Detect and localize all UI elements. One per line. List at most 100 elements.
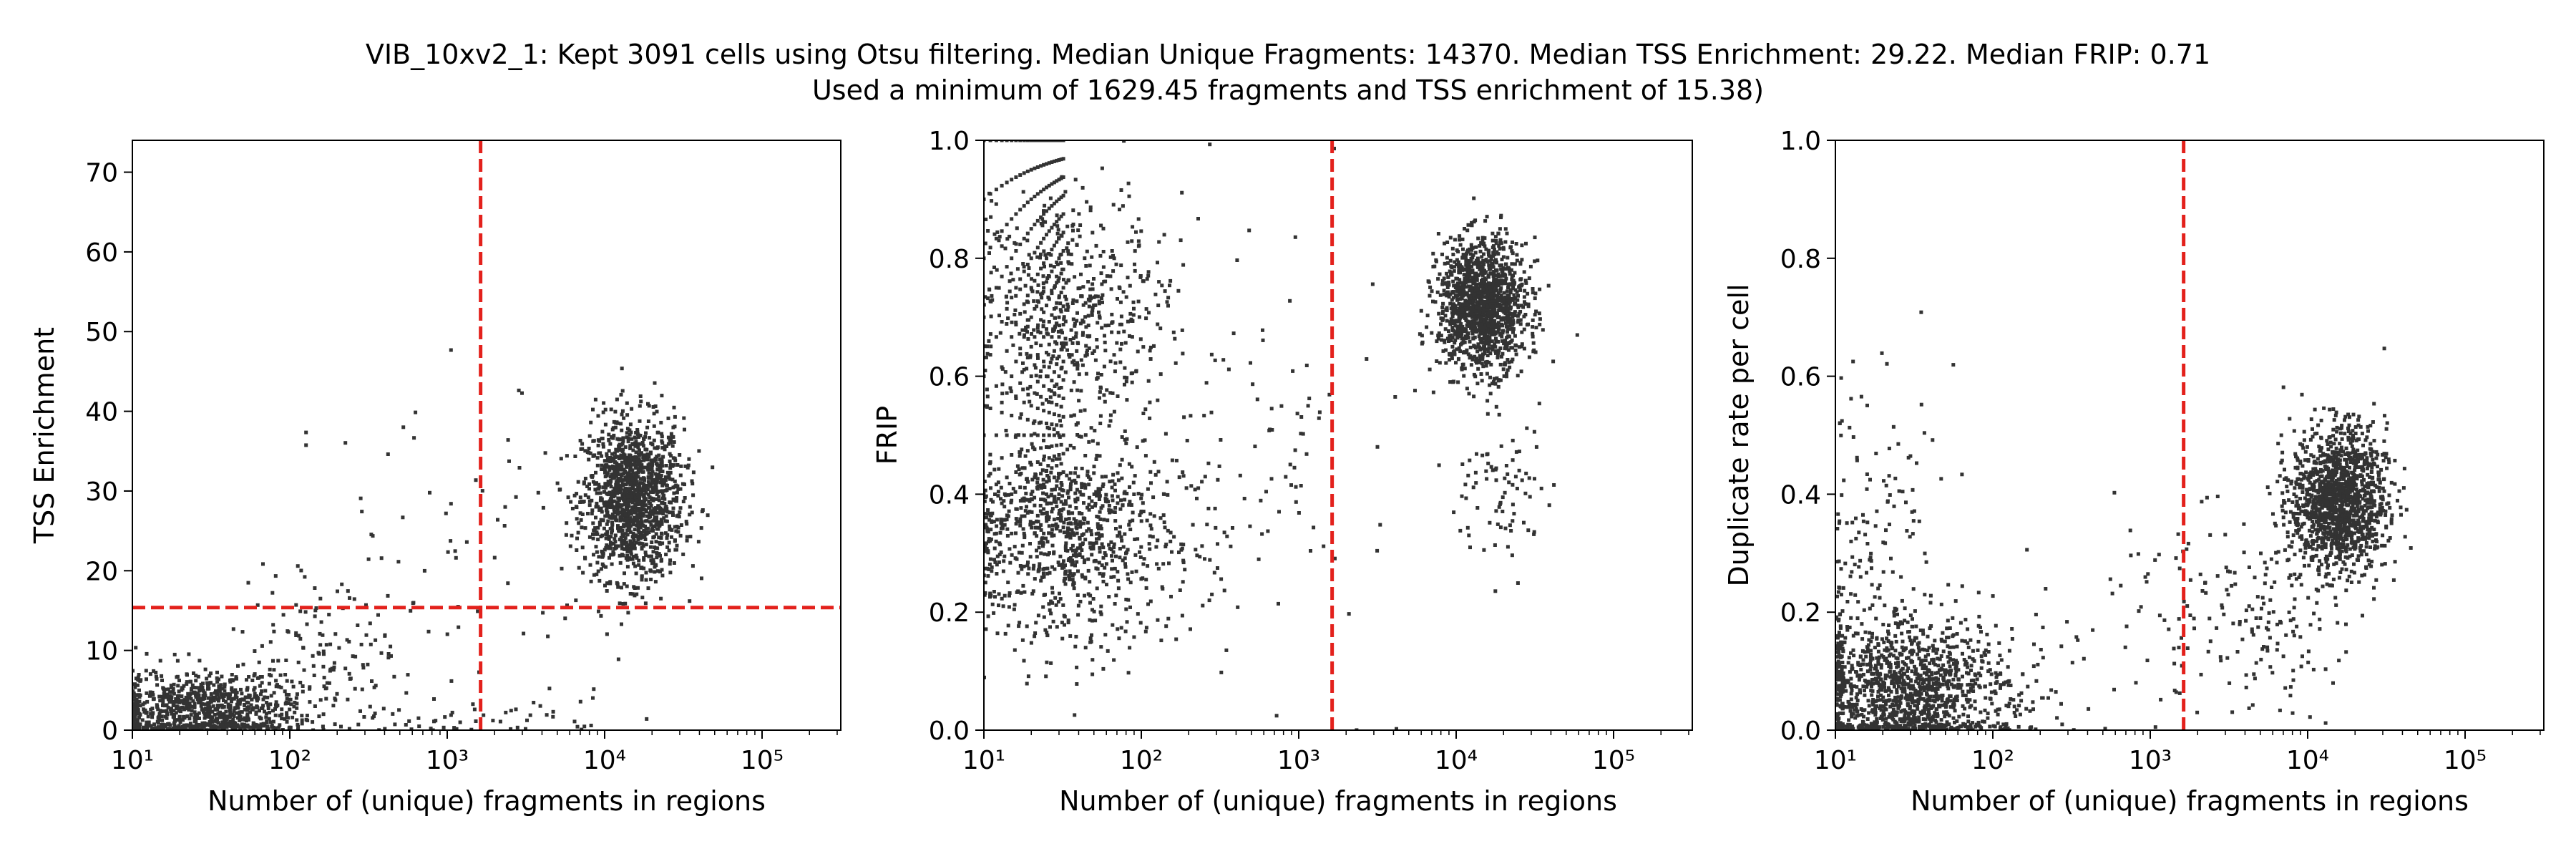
data-point xyxy=(691,493,696,498)
data-point xyxy=(984,499,987,503)
data-point xyxy=(223,682,227,686)
data-point xyxy=(643,538,648,541)
data-point xyxy=(134,699,138,703)
data-point xyxy=(991,500,995,504)
data-point xyxy=(1156,618,1160,622)
data-point xyxy=(1468,314,1472,318)
data-point xyxy=(640,503,644,508)
data-point xyxy=(1117,530,1121,535)
data-point xyxy=(1497,349,1501,353)
data-point xyxy=(1071,581,1075,585)
data-point xyxy=(1488,351,1493,356)
data-point xyxy=(1026,674,1030,679)
data-point xyxy=(586,512,590,515)
data-point xyxy=(668,470,673,475)
data-point xyxy=(1474,317,1478,321)
data-point xyxy=(1092,609,1096,613)
data-point xyxy=(652,424,656,428)
data-point xyxy=(616,472,620,476)
data-point xyxy=(1491,332,1495,336)
data-point xyxy=(1469,326,1473,330)
data-point xyxy=(638,419,642,423)
data-point xyxy=(989,215,993,219)
data-point xyxy=(1054,522,1058,526)
data-point xyxy=(1477,334,1481,339)
data-point xyxy=(383,727,387,730)
data-point xyxy=(241,662,245,666)
data-point xyxy=(148,690,152,694)
data-point xyxy=(551,709,555,714)
data-point xyxy=(605,530,609,534)
data-point xyxy=(1118,463,1122,467)
data-point xyxy=(1510,262,1514,266)
data-point xyxy=(1496,354,1500,358)
data-point xyxy=(1126,548,1130,552)
data-point xyxy=(987,339,991,343)
data-point xyxy=(1504,341,1508,346)
data-point xyxy=(1022,659,1026,663)
data-point xyxy=(1045,502,1049,506)
data-point xyxy=(1136,492,1141,496)
data-point xyxy=(625,495,629,499)
data-point xyxy=(660,464,665,468)
data-point xyxy=(1032,563,1036,568)
data-point xyxy=(1488,335,1492,339)
data-point xyxy=(1496,384,1501,389)
data-point xyxy=(1061,603,1065,607)
data-point xyxy=(1073,478,1077,482)
data-point xyxy=(1575,333,1579,337)
data-point xyxy=(471,702,475,707)
data-point xyxy=(1507,311,1511,315)
data-point xyxy=(1023,283,1028,288)
data-point xyxy=(615,510,619,515)
data-point xyxy=(1050,543,1055,548)
data-point xyxy=(360,687,364,691)
data-point xyxy=(1496,231,1501,236)
data-point xyxy=(1511,251,1515,256)
data-point xyxy=(1096,442,1100,446)
data-point xyxy=(369,533,374,537)
data-point xyxy=(1091,544,1096,548)
data-point xyxy=(992,611,996,615)
data-point xyxy=(235,676,238,681)
data-point xyxy=(597,523,602,527)
data-point xyxy=(252,727,255,730)
data-point xyxy=(297,634,301,638)
data-point xyxy=(160,674,164,678)
data-point xyxy=(296,727,300,730)
data-point xyxy=(1043,485,1047,489)
data-point xyxy=(1057,563,1061,567)
data-point xyxy=(600,454,604,458)
data-point xyxy=(1063,623,1066,627)
data-point xyxy=(988,472,992,476)
data-point xyxy=(630,592,635,596)
data-point xyxy=(136,703,140,707)
data-point xyxy=(620,515,624,519)
data-point xyxy=(1123,562,1127,566)
data-point xyxy=(1098,396,1101,400)
data-point xyxy=(1488,319,1492,323)
data-point xyxy=(1445,319,1449,323)
data-point xyxy=(621,439,625,443)
data-point xyxy=(1470,289,1474,293)
data-point xyxy=(1098,524,1103,528)
data-point xyxy=(1477,323,1481,327)
data-point xyxy=(1428,285,1433,289)
data-point xyxy=(215,690,219,694)
data-point xyxy=(169,709,173,713)
data-point xyxy=(1418,332,1422,336)
data-point xyxy=(323,686,328,691)
data-point xyxy=(250,679,255,682)
data-point xyxy=(601,553,605,558)
data-point xyxy=(1492,271,1496,276)
data-point xyxy=(1021,361,1025,365)
data-point xyxy=(205,728,209,730)
data-point xyxy=(1080,533,1084,537)
data-point xyxy=(674,483,678,487)
data-point xyxy=(226,702,230,707)
data-point xyxy=(1068,532,1073,536)
data-point xyxy=(132,710,136,714)
data-point xyxy=(236,664,240,668)
data-point xyxy=(294,603,298,607)
data-point xyxy=(1516,314,1520,318)
